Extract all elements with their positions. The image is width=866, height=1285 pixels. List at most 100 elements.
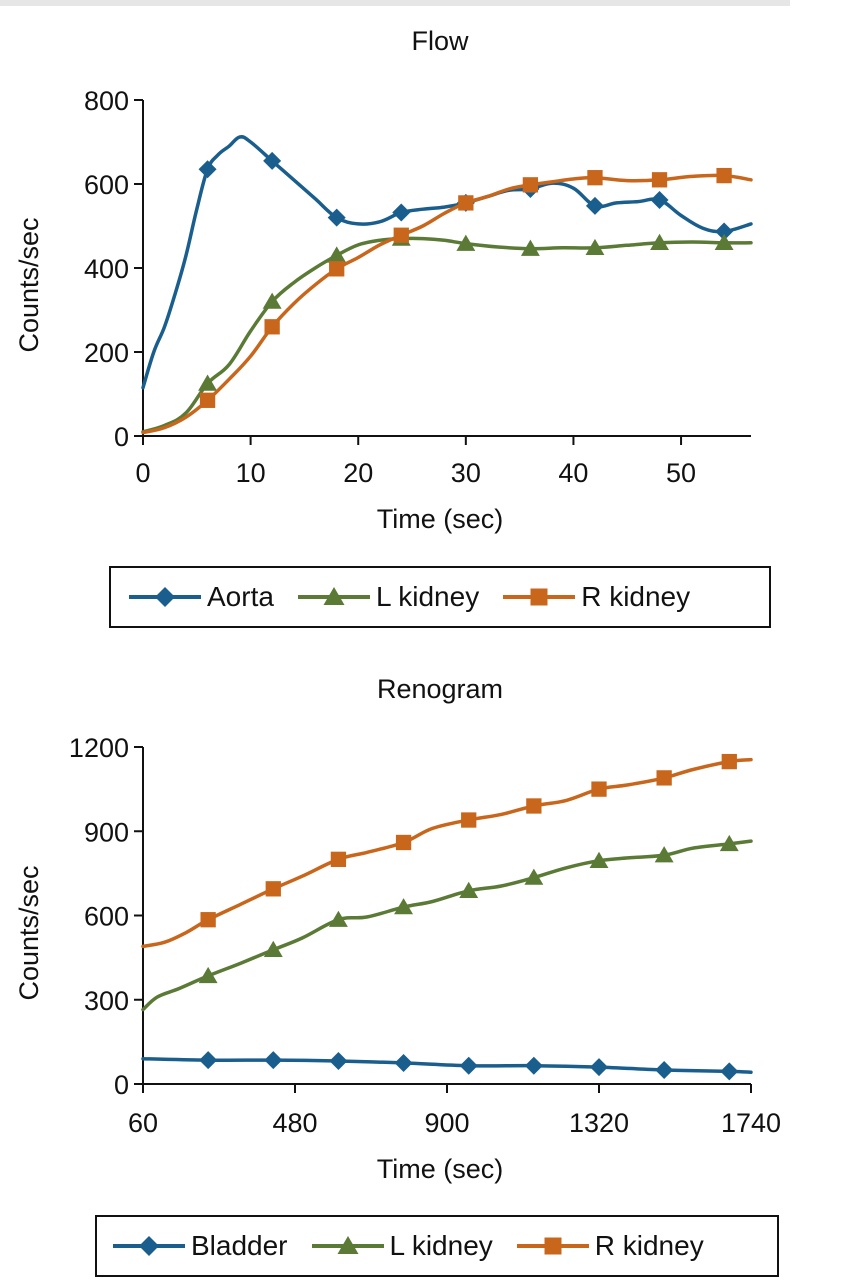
data-point-aorta	[263, 151, 282, 170]
data-point-l-kidney	[650, 233, 669, 250]
legend-marker-l-kidney	[337, 1236, 359, 1254]
data-point-r-kidney	[395, 834, 412, 851]
data-point-l-kidney	[654, 846, 674, 863]
legend-marker-aorta	[155, 587, 175, 607]
data-point-aorta	[198, 160, 217, 179]
y-tick-label: 300	[84, 986, 129, 1016]
data-point-l-kidney	[719, 834, 739, 852]
series-group	[141, 753, 753, 1081]
data-point-r-kidney	[526, 798, 542, 814]
legend: Bladder L kidney R kidney	[95, 1215, 779, 1277]
data-point-bladder	[590, 1058, 608, 1077]
data-point-aorta	[585, 196, 604, 215]
data-point-r-kidney	[716, 167, 732, 184]
data-point-l-kidney	[589, 851, 609, 868]
legend-label-l-kidney: L kidney	[389, 1230, 493, 1261]
x-tick-label: 480	[272, 1108, 317, 1138]
y-tick-label: 800	[84, 86, 129, 116]
x-tick-label: 60	[128, 1108, 158, 1138]
data-point-l-kidney	[585, 238, 605, 256]
legend: Aorta L kidney R kidney	[109, 566, 771, 628]
data-point-r-kidney	[591, 781, 607, 797]
data-point-l-kidney	[520, 239, 540, 256]
data-point-r-kidney	[264, 319, 280, 335]
data-point-l-kidney	[327, 246, 347, 263]
y-tick-label: 600	[84, 902, 129, 932]
series-line-aorta	[141, 135, 753, 390]
legend-item-r-kidney: R kidney	[501, 581, 690, 613]
x-tick-label: 20	[343, 458, 373, 488]
x-tick-label: 900	[424, 1108, 469, 1138]
data-point-bladder	[459, 1056, 478, 1075]
y-tick-label: 200	[84, 338, 129, 368]
legend-marker-l-kidney	[323, 587, 345, 605]
legend-marker-r-kidney	[530, 588, 548, 606]
axes-group: 0 200 400 600 800 0 10 20 30 40 50	[84, 86, 751, 488]
data-point-r-kidney	[522, 177, 539, 193]
series-group	[141, 135, 753, 435]
data-point-l-kidney	[394, 898, 414, 915]
y-axis-label: Counts/sec	[14, 217, 44, 352]
data-point-l-kidney	[328, 910, 348, 927]
data-point-r-kidney	[651, 172, 668, 188]
data-point-r-kidney	[393, 227, 409, 243]
legend-label-aorta: Aorta	[207, 581, 274, 612]
data-point-l-kidney	[456, 234, 476, 251]
data-point-r-kidney	[656, 770, 672, 786]
legend-swatch-r-kidney	[503, 588, 576, 606]
data-point-l-kidney	[263, 940, 283, 957]
legend-item-l-kidney: L kidney	[296, 581, 479, 613]
data-point-bladder	[264, 1051, 283, 1070]
y-axis-label: Counts/sec	[14, 865, 44, 1000]
y-tick-label: 400	[84, 254, 129, 284]
legend-item-aorta: Aorta	[127, 581, 274, 613]
legend-marker-r-kidney	[544, 1237, 562, 1255]
x-tick-label: 1320	[569, 1108, 629, 1138]
data-point-l-kidney	[198, 374, 218, 391]
y-tick-label: 0	[114, 1070, 129, 1100]
data-point-l-kidney	[714, 233, 734, 250]
x-tick-label: 30	[451, 458, 481, 488]
chart-title: Flow	[411, 26, 469, 56]
data-point-bladder	[655, 1060, 674, 1079]
legend-item-r-kidney: R kidney	[515, 1230, 704, 1262]
flow-chart-svg: Flow 0 200 400 600 800 0 10 20 30 40 50 Time (sec)…	[14, 26, 753, 534]
data-point-r-kidney	[587, 170, 603, 186]
series-line-l-kidney	[141, 839, 753, 1012]
data-point-r-kidney	[721, 753, 737, 770]
axes-group: 0 300 600 900 1200 60 480 900 1320 1740	[69, 733, 781, 1138]
data-point-bladder	[329, 1051, 348, 1070]
legend-swatch-r-kidney	[516, 1237, 589, 1255]
legend-item-l-kidney: L kidney	[310, 1230, 493, 1262]
data-point-l-kidney	[524, 868, 544, 885]
x-tick-label: 1740	[721, 1108, 781, 1138]
renogram-chart: Renogram 0 300 600 900 1200 60 480 900 1320 1740 …	[0, 650, 866, 1280]
data-point-bladder	[524, 1056, 543, 1075]
series-line-l-kidney	[141, 236, 753, 434]
data-point-r-kidney	[200, 912, 216, 928]
data-point-aorta	[650, 190, 669, 209]
data-point-bladder	[394, 1053, 413, 1072]
window-top-strip	[0, 0, 790, 6]
y-tick-label: 600	[84, 170, 129, 200]
data-point-bladder	[199, 1051, 218, 1070]
legend-label-r-kidney: R kidney	[581, 581, 691, 612]
legend-marker-bladder	[139, 1236, 159, 1256]
y-tick-label: 1200	[69, 733, 129, 763]
legend-swatch-l-kidney	[297, 587, 370, 605]
data-point-aorta	[327, 208, 346, 227]
data-point-aorta	[392, 203, 411, 222]
data-point-r-kidney	[461, 812, 477, 828]
data-point-l-kidney	[262, 292, 282, 309]
legend-swatch-aorta	[129, 587, 201, 607]
data-point-r-kidney	[458, 195, 474, 211]
series-line-r-kidney	[141, 757, 753, 949]
data-point-l-kidney	[459, 881, 479, 898]
flow-chart: Flow 0 200 400 600 800 0 10 20 30 40 50 Time (sec)…	[0, 0, 866, 640]
chart-title: Renogram	[377, 674, 503, 704]
legend-label-l-kidney: L kidney	[375, 581, 480, 612]
data-point-r-kidney	[265, 881, 281, 897]
data-point-aorta	[715, 222, 734, 241]
data-point-r-kidney	[330, 851, 347, 867]
